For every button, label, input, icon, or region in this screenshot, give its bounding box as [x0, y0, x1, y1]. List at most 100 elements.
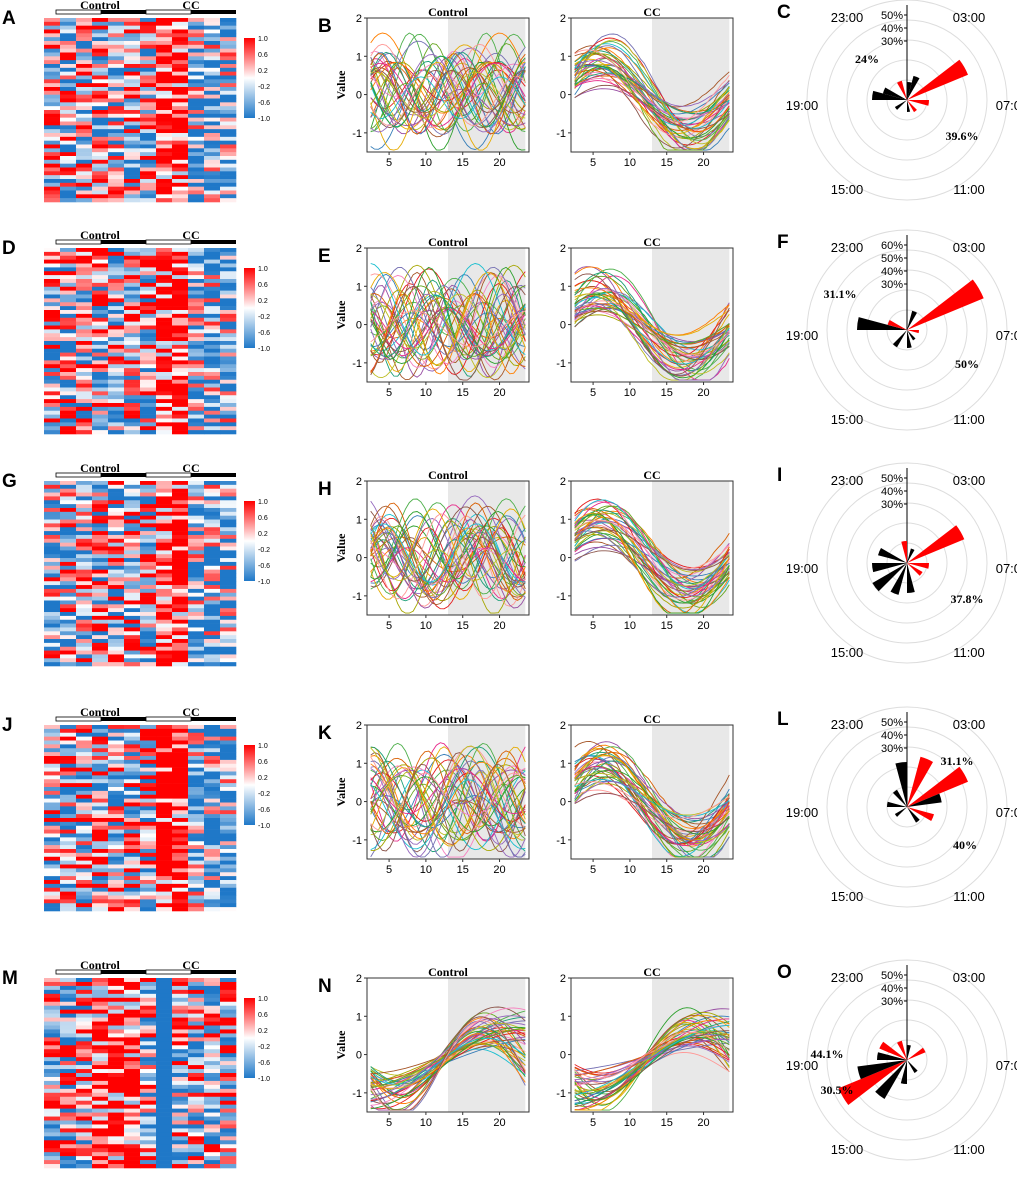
heatmap-cell: [220, 868, 237, 873]
heatmap-cell: [92, 64, 109, 69]
heatmap-cell: [108, 728, 125, 734]
heatmap-cell: [60, 845, 77, 850]
heatmap-cell: [108, 1021, 125, 1026]
heatmap-cell: [156, 148, 173, 153]
heatmap-cell: [108, 48, 125, 53]
heatmap-cell: [76, 615, 93, 621]
heatmap-cell: [60, 978, 77, 983]
plot-frame: [570, 724, 734, 860]
heatmap-cell: [92, 787, 109, 792]
heatmap-cell: [140, 167, 157, 172]
heatmap-cell: [172, 806, 189, 811]
panel-label: B: [318, 16, 332, 37]
heatmap-cell: [156, 484, 173, 489]
heatmap-cell: [60, 833, 77, 838]
heatmap-cell: [60, 577, 77, 582]
heatmap-cell: [44, 806, 61, 811]
panel-label: I: [777, 465, 782, 486]
heatmap-cell: [204, 387, 221, 392]
heatmap-cell: [108, 763, 125, 768]
y-axis-label: Value: [334, 1030, 348, 1060]
heatmap-cell: [156, 759, 173, 765]
heatmap-cell: [92, 868, 109, 873]
series-line: [574, 273, 730, 375]
heatmap-cell: [204, 125, 221, 130]
heatmap-cell: [92, 399, 109, 404]
heatmap-cell: [92, 802, 109, 807]
heatmap-cell: [76, 337, 93, 342]
panel-label: J: [2, 715, 13, 736]
heatmap-cell: [172, 763, 189, 768]
heatmap-cell: [76, 33, 93, 38]
heatmap-cell: [60, 41, 77, 46]
heatmap-cell: [172, 732, 189, 737]
heatmap-cell: [204, 156, 221, 161]
heatmap-cell: [92, 864, 109, 869]
heatmap-cell: [172, 841, 189, 846]
heatmap-cell: [220, 344, 237, 350]
heatmap-cell: [140, 818, 157, 823]
series-line: [370, 53, 526, 135]
heatmap-cell: [44, 190, 61, 195]
heatmap-cell: [156, 167, 173, 172]
heatmap-cell: [60, 271, 77, 276]
heatmap-cell: [140, 372, 157, 377]
polar-wedge: [907, 81, 912, 100]
heatmap-cell: [76, 1021, 93, 1026]
heatmap-cell: [92, 167, 109, 172]
heatmap-cell: [220, 783, 237, 788]
heatmap-cell: [76, 1061, 93, 1066]
heatmap-cell: [220, 880, 237, 885]
heatmap-cell: [124, 414, 141, 419]
heatmap-cell: [172, 90, 189, 95]
heatmap-cell: [140, 1148, 157, 1153]
heatmap-cell: [188, 387, 205, 392]
heatmap-cell: [172, 325, 189, 330]
hour-label: 07:00: [996, 98, 1017, 113]
heatmap-cell: [124, 1136, 141, 1141]
heatmap-cell: [220, 775, 237, 780]
heatmap-cell: [204, 144, 221, 149]
heatmap-cell: [220, 341, 237, 346]
heatmap-cell: [92, 1156, 109, 1161]
heatmap-cell: [140, 310, 157, 315]
heatmap-cell: [44, 736, 61, 741]
heatmap-cell: [156, 60, 173, 65]
series-line: [370, 769, 526, 805]
heatmap-cell: [188, 802, 205, 807]
heatmap-cell: [44, 71, 61, 76]
heatmap-cell: [140, 71, 157, 76]
heatmap-cell: [92, 1120, 109, 1125]
heatmap-cell: [140, 1128, 157, 1133]
heatmap-cell: [60, 391, 77, 396]
heatmap-cell: [92, 550, 109, 555]
heatmap-cell: [140, 775, 157, 780]
heatmap-cell: [60, 1152, 77, 1157]
polar-grid-ring: [806, 0, 1008, 201]
heatmap-cell: [124, 810, 141, 815]
heatmap-cell: [188, 1076, 205, 1082]
heatmap-cell: [92, 1069, 109, 1074]
heatmap-cell: [156, 481, 173, 486]
x-tick-label: 5: [386, 1117, 392, 1129]
heatmap-cell: [204, 18, 221, 23]
heatmap-cell: [204, 662, 221, 667]
series-line: [574, 72, 730, 114]
heatmap-cell: [188, 554, 205, 559]
y-tick-label: 1: [560, 514, 566, 526]
heatmap-cell: [172, 604, 189, 609]
heatmap-cell: [140, 837, 157, 842]
heatmap-cell: [156, 1108, 173, 1113]
heatmap-cell: [204, 1108, 221, 1113]
heatmap-cell: [44, 113, 61, 118]
y-tick-label: 2: [356, 243, 362, 255]
heatmap-cell: [188, 989, 205, 995]
heatmap-cell: [92, 1140, 109, 1145]
heatmap-cell: [108, 744, 125, 749]
hour-label: 07:00: [996, 1058, 1017, 1073]
heatmap-cell: [172, 767, 189, 772]
heatmap-cell: [156, 410, 173, 415]
heatmap-cell: [60, 728, 77, 734]
x-tick-label: 5: [386, 157, 392, 169]
heatmap-cell: [60, 895, 77, 900]
